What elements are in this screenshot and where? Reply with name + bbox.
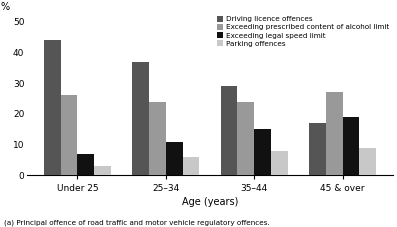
Bar	[221, 86, 237, 175]
Bar	[183, 157, 199, 175]
Bar	[359, 148, 376, 175]
Bar	[309, 123, 326, 175]
Bar	[343, 117, 359, 175]
Legend: Driving licence offences, Exceeding prescribed content of alcohol limit, Exceedi: Driving licence offences, Exceeding pres…	[217, 16, 389, 47]
Bar	[94, 166, 111, 175]
Bar	[61, 95, 77, 175]
Bar	[166, 142, 183, 175]
Bar	[271, 151, 288, 175]
X-axis label: Age (years): Age (years)	[182, 197, 238, 207]
Bar	[132, 62, 149, 175]
Text: (a) Principal offence of road traffic and motor vehicle regulatory offences.: (a) Principal offence of road traffic an…	[4, 219, 270, 226]
Bar	[149, 102, 166, 175]
Y-axis label: %: %	[1, 2, 10, 12]
Bar	[237, 102, 254, 175]
Bar	[44, 40, 61, 175]
Bar	[254, 129, 271, 175]
Bar	[77, 154, 94, 175]
Bar	[326, 92, 343, 175]
